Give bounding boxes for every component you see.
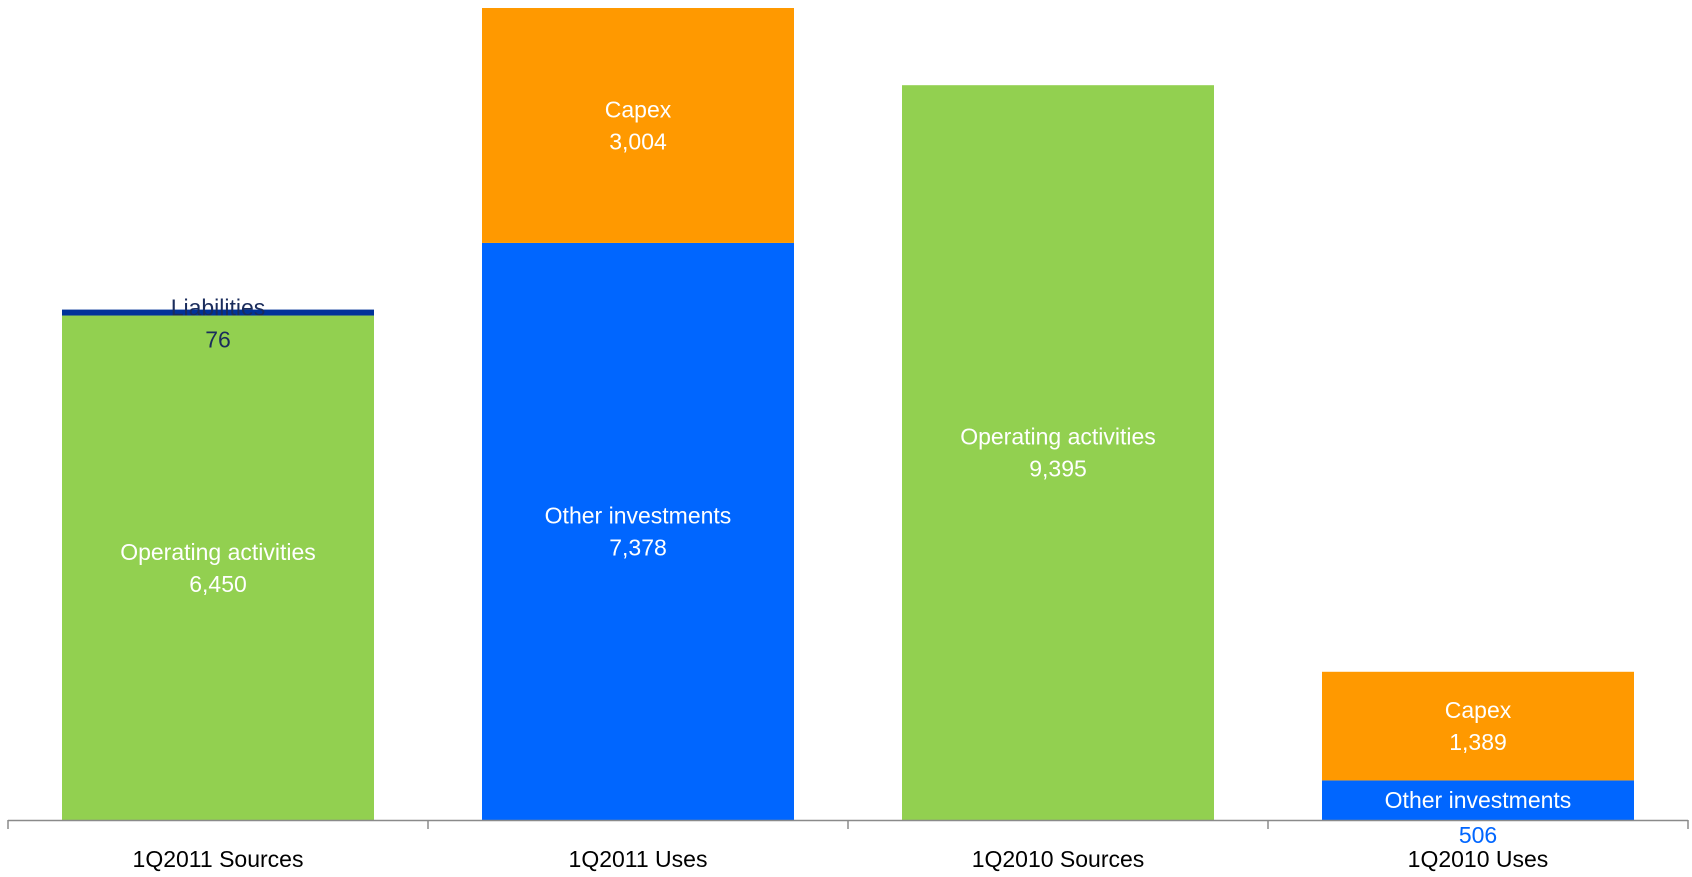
series-label-other-investments-1q2010-uses: Other investments — [1385, 787, 1572, 813]
data-label-liabilities-1q2011-sources: 76 — [205, 327, 231, 353]
bar-1q2010-uses-capex — [1322, 671, 1634, 781]
x-tick-label-1q2011-sources: 1Q2011 Sources — [133, 846, 304, 872]
series-label-operating-activities-1q2011-sources: Operating activities — [120, 539, 316, 565]
data-label-operating-activities-1q2010-sources: 9,395 — [1029, 456, 1087, 482]
bar-1q2011-sources-liabilities — [62, 309, 374, 316]
bar-1q2010-uses-other-investments — [1322, 780, 1634, 820]
data-label-capex-1q2011-uses: 3,004 — [609, 128, 667, 154]
series-label-capex-1q2011-uses: Capex — [605, 96, 672, 122]
series-label-capex-1q2010-uses: Capex — [1445, 697, 1512, 723]
bar-1q2010-sources-operating-activities — [902, 85, 1214, 820]
data-label-other-investments-1q2010-uses: 506 — [1459, 822, 1497, 848]
data-label-capex-1q2010-uses: 1,389 — [1449, 729, 1507, 755]
bar-1q2011-uses-capex — [482, 8, 794, 243]
x-tick-label-1q2011-uses: 1Q2011 Uses — [569, 846, 708, 872]
data-labels-layer: Operating activities 6,450 Liabilities 76 Ot… — [120, 96, 1571, 848]
bar-1q2011-sources-operating-activities — [62, 315, 374, 820]
series-label-liabilities-1q2011-sources: Liabilities — [171, 295, 266, 321]
x-axis: 1Q2011 Sources 1Q2011 Uses 1Q2010 Sources 1… — [7, 819, 1689, 872]
bar-1q2011-uses-other-investments — [482, 242, 794, 821]
data-label-operating-activities-1q2011-sources: 6,450 — [189, 571, 247, 597]
x-tick-label-1q2010-sources: 1Q2010 Sources — [972, 846, 1145, 872]
data-label-other-investments-1q2011-uses: 7,378 — [609, 534, 667, 560]
x-tick-label-1q2010-uses: 1Q2010 Uses — [1408, 846, 1549, 872]
series-label-operating-activities-1q2010-sources: Operating activities — [960, 424, 1156, 450]
series-label-other-investments-1q2011-uses: Other investments — [545, 502, 732, 528]
bars-layer — [62, 8, 1634, 821]
